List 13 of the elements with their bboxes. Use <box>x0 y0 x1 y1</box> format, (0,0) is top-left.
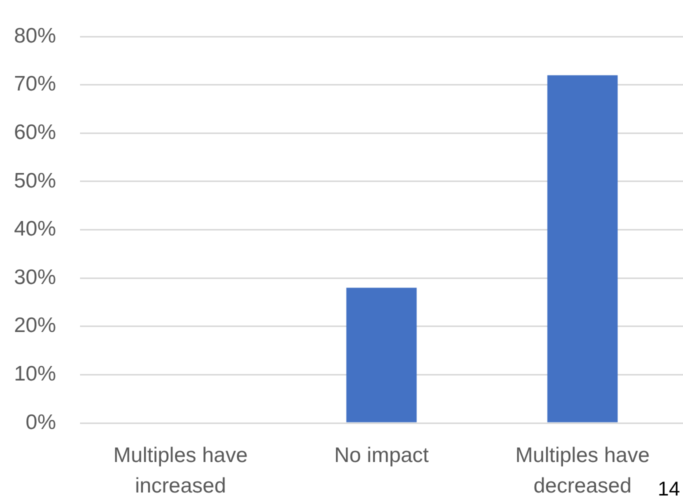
y-tick-label: 30% <box>14 266 56 289</box>
y-tick-label: 60% <box>14 120 56 144</box>
text: 14 <box>658 478 680 501</box>
x-tick-label: Multiples have decreased <box>515 444 650 498</box>
y-tick-label: 50% <box>14 169 56 192</box>
y-tick-label: 10% <box>14 362 56 386</box>
y-tick-label: 70% <box>14 72 56 96</box>
y-tick-label: 80% <box>14 24 56 48</box>
y-tick-label: 0% <box>26 410 56 434</box>
y-tick-label: 20% <box>14 314 56 338</box>
x-tick-label: No impact <box>334 444 429 468</box>
y-tick-label: 40% <box>14 218 56 241</box>
x-tick-label: Multiples have increased <box>113 444 248 498</box>
